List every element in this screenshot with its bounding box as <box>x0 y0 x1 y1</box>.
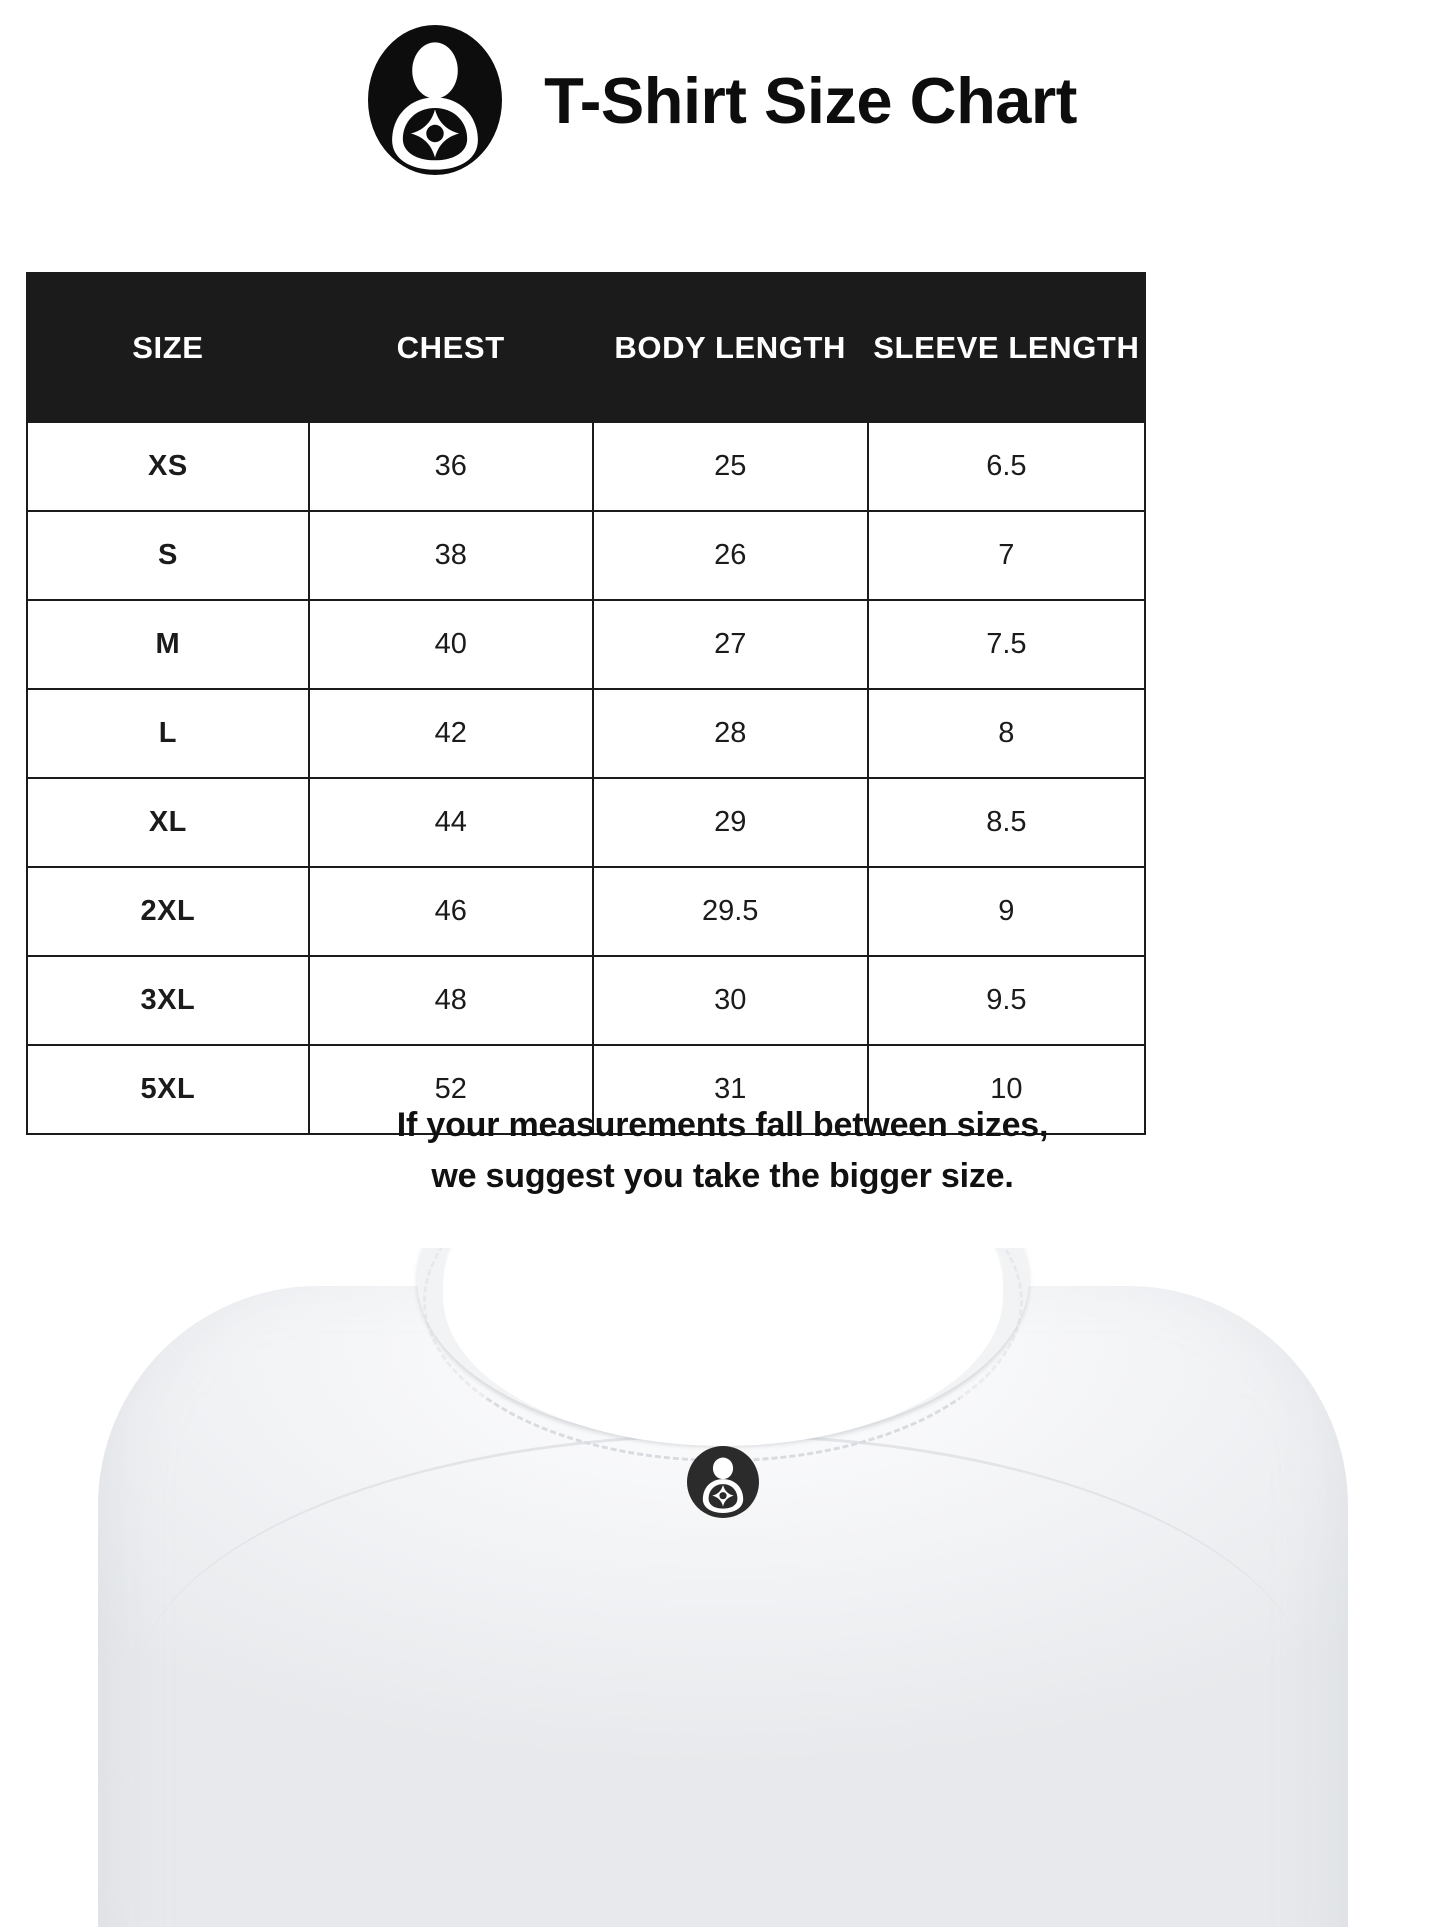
cell-chest: 38 <box>307 510 594 601</box>
cell-sleeve-length: 9 <box>866 866 1147 957</box>
cell-size: 2XL <box>26 866 310 957</box>
cell-chest: 48 <box>307 955 594 1046</box>
cell-size: 3XL <box>26 955 310 1046</box>
cell-body-length: 29 <box>591 777 869 868</box>
table-row: 3XL 48 30 9.5 <box>26 955 1147 1046</box>
column-header-size: SIZE <box>26 272 310 423</box>
cell-body-length: 30 <box>591 955 869 1046</box>
column-header-chest: CHEST <box>307 272 594 423</box>
cell-sleeve-length: 8 <box>866 688 1147 779</box>
table-row: S 38 26 7 <box>26 510 1147 601</box>
cell-sleeve-length: 10 <box>866 1044 1147 1135</box>
cell-sleeve-length: 7 <box>866 510 1147 601</box>
table-body: XS 36 25 6.5 S 38 26 7 M 40 27 7.5 L 42 … <box>26 421 1147 1135</box>
cell-size: XL <box>26 777 310 868</box>
sizing-note-line-1: If your measurements fall between sizes, <box>396 1106 1049 1144</box>
cell-sleeve-length: 6.5 <box>866 421 1147 512</box>
cell-size: XS <box>26 421 310 512</box>
cell-body-length: 28 <box>591 688 869 779</box>
table-row: XS 36 25 6.5 <box>26 421 1147 512</box>
cell-body-length: 29.5 <box>591 866 869 957</box>
tshirt-fabric <box>97 1248 1348 1927</box>
cell-chest: 46 <box>307 866 594 957</box>
size-chart-table: SIZE CHEST BODY LENGTH SLEEVE LENGTH XS … <box>26 272 1147 1135</box>
cell-body-length: 31 <box>591 1044 869 1135</box>
table-row: L 42 28 8 <box>26 688 1147 779</box>
cell-body-length: 27 <box>591 599 869 690</box>
cell-chest: 36 <box>307 421 594 512</box>
table-header: SIZE CHEST BODY LENGTH SLEEVE LENGTH <box>26 272 1147 423</box>
cell-body-length: 25 <box>591 421 869 512</box>
table-row: M 40 27 7.5 <box>26 599 1147 690</box>
cell-size: L <box>26 688 310 779</box>
table-row: 2XL 46 29.5 9 <box>26 866 1147 957</box>
cell-size: S <box>26 510 310 601</box>
cell-chest: 52 <box>307 1044 594 1135</box>
page-title: T-Shirt Size Chart <box>544 63 1077 137</box>
cell-sleeve-length: 8.5 <box>866 777 1147 868</box>
column-header-body-length: BODY LENGTH <box>591 272 869 423</box>
cell-sleeve-length: 7.5 <box>866 599 1147 690</box>
sizing-note-line-2: we suggest you take the bigger size. <box>431 1157 1014 1195</box>
cell-chest: 44 <box>307 777 594 868</box>
cell-body-length: 26 <box>591 510 869 601</box>
page-header: T-Shirt Size Chart <box>0 0 1445 176</box>
table-row: 5XL 52 31 10 <box>26 1044 1147 1135</box>
tshirt-photo <box>0 1248 1445 1927</box>
cell-sleeve-length: 9.5 <box>866 955 1147 1046</box>
mother-and-child-logo-icon <box>686 1446 759 1518</box>
size-chart-table-container: SIZE CHEST BODY LENGTH SLEEVE LENGTH XS … <box>26 272 1147 1135</box>
cell-chest: 40 <box>307 599 594 690</box>
table-header-row: SIZE CHEST BODY LENGTH SLEEVE LENGTH <box>26 272 1147 423</box>
cell-chest: 42 <box>307 688 594 779</box>
mother-and-child-logo-icon <box>368 24 503 176</box>
cell-size: M <box>26 599 310 690</box>
sizing-note: If your measurements fall between sizes,… <box>0 1100 1445 1202</box>
cell-size: 5XL <box>26 1044 310 1135</box>
column-header-sleeve-length: SLEEVE LENGTH <box>866 272 1147 423</box>
table-row: XL 44 29 8.5 <box>26 777 1147 868</box>
